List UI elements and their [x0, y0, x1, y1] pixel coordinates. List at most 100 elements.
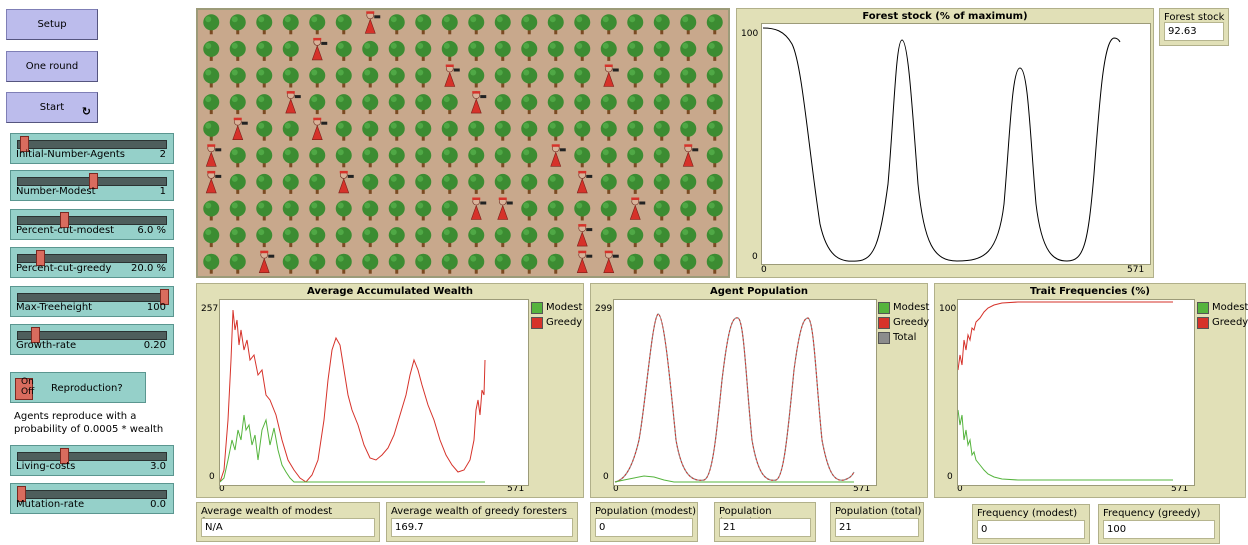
tree-icon [468, 40, 485, 61]
forester-icon [444, 64, 460, 87]
plot-legend: Modest Greedy [1197, 300, 1248, 330]
slider-track[interactable] [17, 216, 167, 225]
tree-icon [627, 120, 644, 141]
legend-swatch [1197, 301, 1209, 314]
slider-mutation-rate[interactable]: Mutation-rate 0.0 [10, 483, 174, 514]
legend-item-greedy: Greedy [878, 315, 929, 330]
slider-knob[interactable] [17, 486, 26, 502]
one-round-button-label: One round [25, 61, 79, 72]
tree-icon [282, 40, 299, 61]
tree-icon [335, 14, 352, 35]
forester-icon [629, 197, 646, 220]
slider-track[interactable] [17, 293, 167, 302]
tree-icon [547, 14, 564, 35]
slider-track[interactable] [17, 140, 167, 149]
wealth-plot: Average Accumulated Wealth 257 0 0 571 M… [196, 283, 584, 498]
tree-icon [282, 67, 299, 88]
slider-label: Number-Modest [16, 186, 96, 197]
tree-icon [547, 173, 564, 194]
slider-value: 0.0 [150, 499, 166, 510]
tree-icon [415, 67, 432, 88]
slider-knob[interactable] [36, 250, 45, 266]
slider-track[interactable] [17, 490, 167, 499]
slider-initial-number-agents[interactable]: Initial-Number-Agents 2 [10, 133, 174, 164]
legend-item-greedy: Greedy [1197, 315, 1248, 330]
legend-label: Total [893, 332, 917, 343]
tree-icon [282, 253, 299, 274]
slider-track[interactable] [17, 331, 167, 340]
plot-title: Trait Frequencies (%) [1030, 286, 1150, 297]
legend-label: Greedy [893, 317, 930, 328]
legend-item-total: Total [878, 330, 929, 345]
world-view[interactable] [196, 8, 730, 278]
plot-svg [614, 313, 855, 483]
slider-knob[interactable] [160, 289, 169, 305]
tree-icon [282, 173, 299, 194]
slider-knob[interactable] [89, 173, 98, 189]
tree-icon [362, 253, 379, 274]
tree-icon [229, 40, 246, 61]
legend-label: Modest [546, 302, 583, 313]
plot-legend: Modest Greedy Total [878, 300, 929, 345]
tree-icon [229, 14, 246, 35]
tree-icon [441, 173, 458, 194]
y-min-label: 0 [752, 252, 758, 262]
tree-icon [600, 120, 617, 141]
forester-icon [470, 197, 487, 220]
x-min-label: 0 [761, 265, 767, 275]
tree-icon [627, 40, 644, 61]
slider-label: Growth-rate [16, 340, 77, 351]
slider-living-costs[interactable]: Living-costs 3.0 [10, 445, 174, 476]
tree-icon [521, 253, 538, 274]
slider-number-modest[interactable]: Number-Modest 1 [10, 170, 174, 201]
tree-icon [627, 173, 644, 194]
y-max-label: 299 [595, 304, 613, 314]
legend-swatch [878, 316, 890, 329]
slider-label: Mutation-rate [16, 499, 85, 510]
slider-max-treeheight[interactable]: Max-Treeheight 100 [10, 286, 174, 317]
tree-icon [335, 67, 352, 88]
tree-icon [547, 67, 564, 88]
slider-knob[interactable] [31, 327, 40, 343]
tree-icon [706, 14, 723, 35]
tree-icon [203, 14, 220, 35]
tree-icon [521, 67, 538, 88]
forester-icon [576, 250, 593, 273]
slider-value: 6.0 % [137, 225, 166, 236]
legend-item-greedy: Greedy [531, 315, 582, 330]
tree-icon [335, 40, 352, 61]
slider-label: Percent-cut-greedy [16, 263, 112, 274]
slider-knob[interactable] [20, 136, 29, 152]
slider-knob[interactable] [60, 448, 69, 464]
tree-icon [627, 227, 644, 248]
slider-track[interactable] [17, 452, 167, 461]
monitor-frequency-greedy: Frequency (greedy) 100 [1098, 504, 1220, 544]
switch-toggle[interactable] [15, 378, 33, 400]
slider-growth-rate[interactable]: Growth-rate 0.20 [10, 324, 174, 355]
tree-icon [706, 94, 723, 115]
legend-label: Modest [893, 302, 930, 313]
forester-icon [603, 250, 619, 273]
x-max-label: 571 [853, 484, 871, 494]
tree-icon [706, 200, 723, 221]
slider-knob[interactable] [60, 212, 69, 228]
tree-icon [415, 120, 432, 141]
tree-icon [388, 227, 405, 248]
reproduction-switch[interactable]: On Off Reproduction? [10, 372, 146, 403]
slider-percent-cut-modest[interactable]: Percent-cut-modest 6.0 % [10, 209, 174, 240]
one-round-button[interactable]: One round [6, 51, 98, 82]
plot-svg [762, 27, 1121, 262]
forester-icon [682, 144, 699, 167]
start-button[interactable]: Start ↻ [6, 92, 98, 123]
tree-icon [574, 40, 591, 61]
slider-value: 20.0 % [131, 263, 166, 274]
tree-icon [282, 147, 299, 168]
slider-track[interactable] [17, 254, 167, 263]
tree-icon [282, 200, 299, 221]
monitor-label: Frequency (modest) [977, 508, 1078, 519]
tree-icon [706, 40, 723, 61]
forester-icon [576, 224, 593, 247]
setup-button[interactable]: Setup [6, 9, 98, 40]
tree-icon [388, 120, 405, 141]
slider-percent-cut-greedy[interactable]: Percent-cut-greedy 20.0 % [10, 247, 174, 278]
